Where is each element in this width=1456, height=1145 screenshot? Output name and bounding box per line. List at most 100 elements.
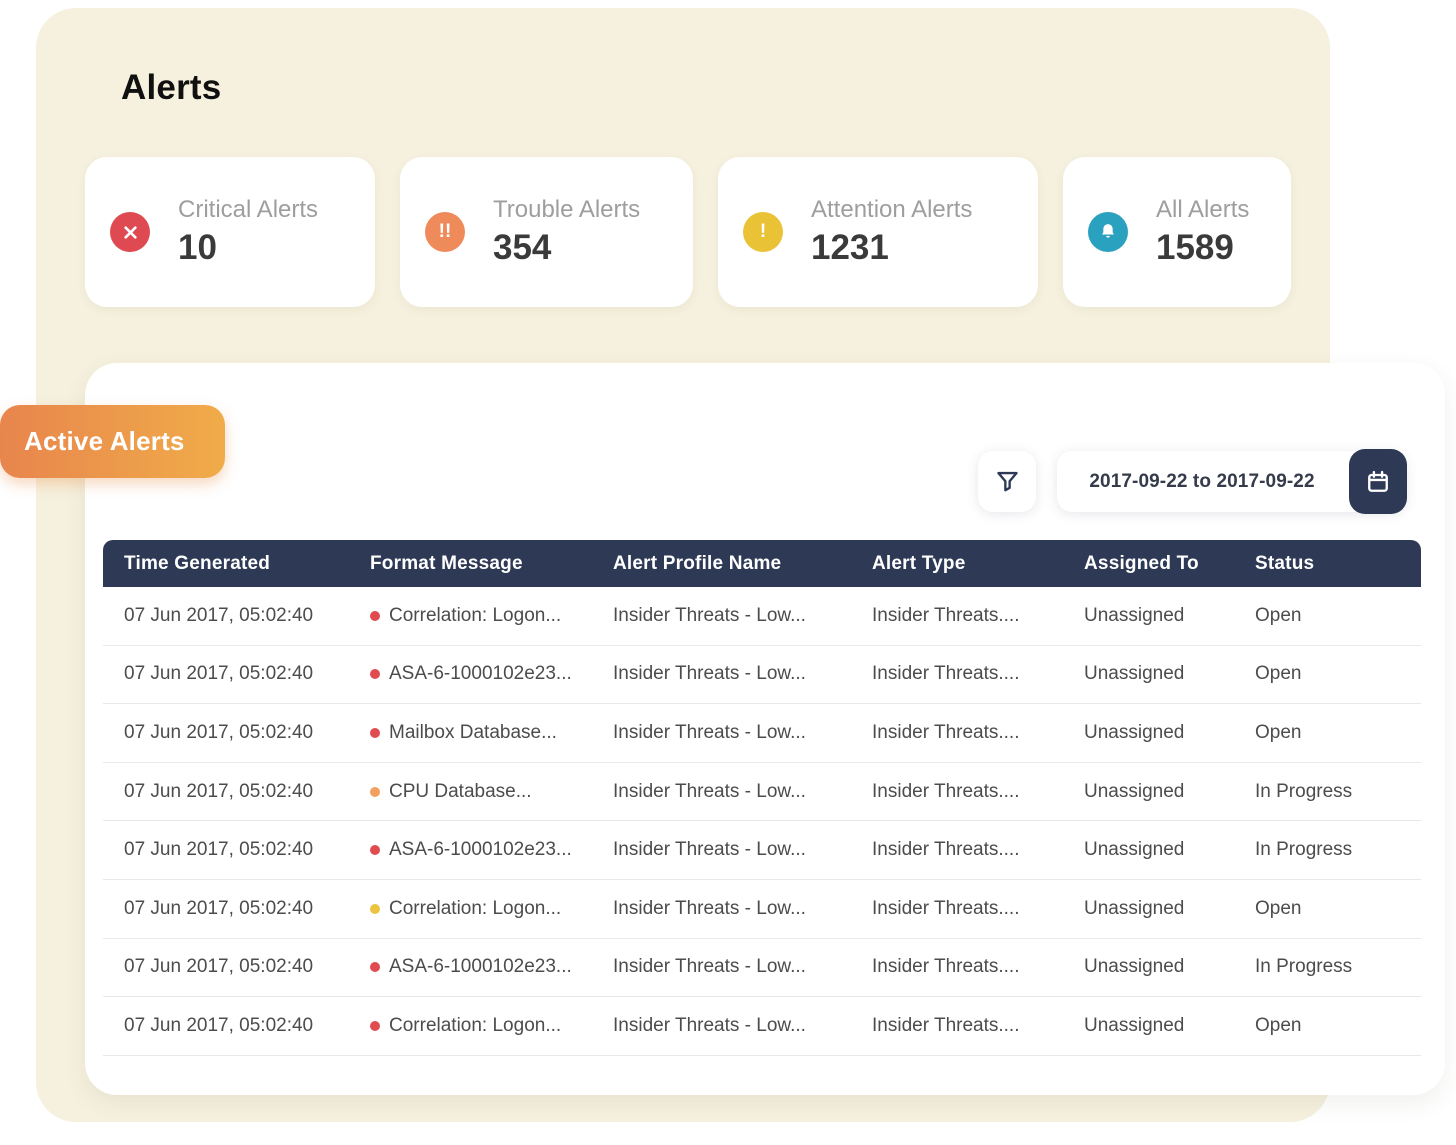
cell-alert-type: Insider Threats.... — [872, 780, 1020, 802]
active-alerts-badge[interactable]: Active Alerts — [0, 405, 225, 478]
column-header-alert-type: Alert Type — [872, 552, 966, 574]
cell-alert-type: Insider Threats.... — [872, 721, 1020, 743]
x-circle-icon — [110, 212, 150, 252]
cell-time-generated: 07 Jun 2017, 05:02:40 — [124, 956, 314, 978]
table-row[interactable]: 07 Jun 2017, 05:02:40 Mailbox Database..… — [103, 704, 1421, 763]
cell-assigned-to: Unassigned — [1084, 604, 1185, 626]
alerts-table: Time Generated Format Message Alert Prof… — [103, 540, 1421, 1056]
cell-alert-profile-name: Insider Threats - Low... — [613, 721, 806, 743]
cell-alert-profile-name: Insider Threats - Low... — [613, 604, 806, 626]
funnel-icon — [994, 468, 1021, 495]
cell-format-message: ASA-6-1000102e23... — [370, 663, 613, 685]
stat-card-critical-alerts[interactable]: Critical Alerts 10 — [85, 157, 375, 307]
cell-alert-profile-name: Insider Threats - Low... — [613, 1014, 806, 1036]
cell-alert-profile-name: Insider Threats - Low... — [613, 780, 806, 802]
cell-assigned-to: Unassigned — [1084, 956, 1185, 978]
cell-time-generated: 07 Jun 2017, 05:02:40 — [124, 604, 314, 626]
stat-value: 354 — [493, 228, 552, 267]
table-row[interactable]: 07 Jun 2017, 05:02:40 ASA-6-1000102e23..… — [103, 645, 1421, 705]
severity-dot-icon — [370, 786, 380, 797]
cell-alert-profile-name: Insider Threats - Low... — [613, 956, 806, 978]
format-message-text: Correlation: Logon... — [389, 604, 562, 626]
cell-status: Open — [1255, 1014, 1302, 1036]
cell-format-message: Correlation: Logon... — [370, 1015, 613, 1037]
cell-assigned-to: Unassigned — [1084, 897, 1185, 919]
cell-status: Open — [1255, 604, 1302, 626]
cell-status: Open — [1255, 721, 1302, 743]
cell-alert-type: Insider Threats.... — [872, 604, 1020, 626]
format-message-text: Correlation: Logon... — [389, 897, 562, 919]
format-message-text: CPU Database... — [389, 780, 532, 802]
column-header-assigned-to: Assigned To — [1084, 552, 1199, 574]
cell-alert-type: Insider Threats.... — [872, 839, 1020, 861]
column-header-format-message: Format Message — [370, 552, 523, 574]
cell-status: Open — [1255, 663, 1302, 685]
cell-status: In Progress — [1255, 780, 1353, 802]
format-message-text: Correlation: Logon... — [389, 1014, 562, 1036]
format-message-text: Mailbox Database... — [389, 721, 557, 743]
severity-dot-icon — [370, 727, 380, 738]
cell-format-message: Mailbox Database... — [370, 722, 613, 744]
cell-time-generated: 07 Jun 2017, 05:02:40 — [124, 780, 314, 802]
cell-alert-profile-name: Insider Threats - Low... — [613, 663, 806, 685]
cell-alert-type: Insider Threats.... — [872, 1014, 1020, 1036]
table-row[interactable]: 07 Jun 2017, 05:02:40 Correlation: Logon… — [103, 997, 1421, 1056]
alerts-table-header: Time Generated Format Message Alert Prof… — [103, 540, 1421, 587]
cell-format-message: Correlation: Logon... — [370, 898, 613, 920]
stat-card-all-alerts[interactable]: All Alerts 1589 — [1063, 157, 1291, 307]
table-row[interactable]: 07 Jun 2017, 05:02:40 CPU Database... In… — [103, 762, 1421, 822]
calendar-button[interactable] — [1349, 449, 1407, 514]
column-header-alert-profile-name: Alert Profile Name — [613, 552, 782, 574]
cell-assigned-to: Unassigned — [1084, 839, 1185, 861]
cell-alert-type: Insider Threats.... — [872, 956, 1020, 978]
severity-dot-icon — [370, 669, 380, 680]
severity-dot-icon — [370, 962, 380, 973]
table-row[interactable]: 07 Jun 2017, 05:02:40 ASA-6-1000102e23..… — [103, 938, 1421, 998]
cell-time-generated: 07 Jun 2017, 05:02:40 — [124, 839, 314, 861]
cell-status: In Progress — [1255, 956, 1353, 978]
cell-assigned-to: Unassigned — [1084, 663, 1185, 685]
format-message-text: ASA-6-1000102e23... — [389, 663, 572, 685]
filter-button[interactable] — [978, 451, 1036, 512]
stat-value: 10 — [178, 228, 217, 267]
cell-alert-type: Insider Threats.... — [872, 897, 1020, 919]
stat-value: 1589 — [1156, 228, 1234, 267]
table-row[interactable]: 07 Jun 2017, 05:02:40 Correlation: Logon… — [103, 879, 1421, 939]
stat-label: Trouble Alerts — [493, 196, 641, 223]
severity-dot-icon — [370, 610, 380, 621]
cell-time-generated: 07 Jun 2017, 05:02:40 — [124, 1014, 314, 1036]
cell-format-message: ASA-6-1000102e23... — [370, 839, 613, 861]
cell-alert-profile-name: Insider Threats - Low... — [613, 897, 806, 919]
cell-status: In Progress — [1255, 839, 1353, 861]
table-row[interactable]: 07 Jun 2017, 05:02:40 Correlation: Logon… — [103, 587, 1421, 646]
exclamation-icon: ! — [743, 212, 783, 252]
cell-alert-profile-name: Insider Threats - Low... — [613, 839, 806, 861]
stat-value: 1231 — [811, 228, 889, 267]
double-exclamation-icon: !! — [425, 212, 465, 252]
severity-dot-icon — [370, 903, 380, 914]
column-header-time-generated: Time Generated — [124, 552, 271, 574]
cell-assigned-to: Unassigned — [1084, 780, 1185, 802]
cell-time-generated: 07 Jun 2017, 05:02:40 — [124, 897, 314, 919]
table-row[interactable]: 07 Jun 2017, 05:02:40 ASA-6-1000102e23..… — [103, 821, 1421, 880]
bell-icon — [1088, 212, 1128, 252]
format-message-text: ASA-6-1000102e23... — [389, 839, 572, 861]
format-message-text: ASA-6-1000102e23... — [389, 956, 572, 978]
alerts-table-body: 07 Jun 2017, 05:02:40 Correlation: Logon… — [103, 587, 1421, 1056]
calendar-icon — [1364, 468, 1392, 496]
severity-dot-icon — [370, 845, 380, 856]
alert-stats-row: Critical Alerts 10 !! Trouble Alerts 354… — [85, 157, 1291, 307]
active-alerts-panel: Active Alerts 2017-09-22 to 2017-09-22 T… — [0, 363, 1445, 1095]
stat-card-attention-alerts[interactable]: ! Attention Alerts 1231 — [718, 157, 1038, 307]
active-alerts-badge-label: Active Alerts — [24, 426, 185, 456]
severity-dot-icon — [370, 1020, 380, 1031]
date-range-input[interactable]: 2017-09-22 to 2017-09-22 — [1057, 449, 1407, 514]
stat-label: Critical Alerts — [178, 196, 319, 223]
cell-status: Open — [1255, 897, 1302, 919]
date-range-value: 2017-09-22 to 2017-09-22 — [1089, 470, 1315, 492]
cell-format-message: ASA-6-1000102e23... — [370, 956, 613, 978]
cell-format-message: Correlation: Logon... — [370, 605, 613, 627]
stat-label: All Alerts — [1156, 196, 1250, 223]
cell-format-message: CPU Database... — [370, 781, 613, 803]
stat-card-trouble-alerts[interactable]: !! Trouble Alerts 354 — [400, 157, 693, 307]
